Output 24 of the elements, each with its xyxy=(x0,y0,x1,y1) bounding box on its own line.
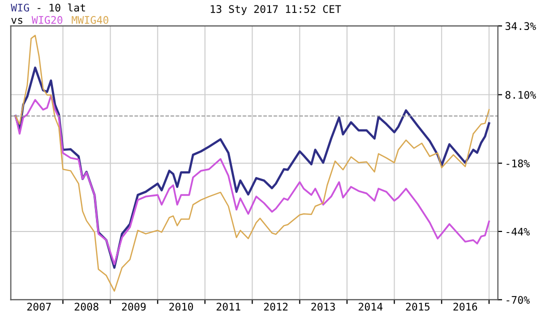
line-series xyxy=(14,34,490,292)
x-tick-label: 2010 xyxy=(169,302,193,311)
x-tick-label: 2013 xyxy=(311,302,335,311)
y-tick-label: 8.10% xyxy=(505,90,536,99)
y-tick-label: -18% xyxy=(506,159,530,168)
line-series xyxy=(14,94,490,266)
x-tick-label: 2009 xyxy=(122,302,146,311)
text: MWIG40 xyxy=(72,16,108,24)
x-tick-label: 2012 xyxy=(264,302,288,311)
x-tick-label: 2008 xyxy=(74,302,98,311)
text: WIG20 xyxy=(32,16,62,24)
chart-title: - 10 lat xyxy=(38,3,86,12)
x-tick-label: 2007 xyxy=(27,302,51,311)
line-series xyxy=(14,66,490,269)
x-tick-label: 2014 xyxy=(358,302,383,311)
legend-title: vs xyxy=(11,18,22,24)
y-tick-label: -70% xyxy=(506,296,530,304)
y-tick-label: 34.3% xyxy=(506,22,536,30)
chart-subtitle: 13 Sty 2017 11:52 CET xyxy=(210,5,342,15)
x-tick-label: 2016 xyxy=(453,302,478,311)
x-tick-label: 2015 xyxy=(406,302,430,311)
y-tick-label: -44% xyxy=(506,228,530,236)
text: WIG xyxy=(10,4,29,12)
x-tick-label: 2011 xyxy=(216,302,240,311)
